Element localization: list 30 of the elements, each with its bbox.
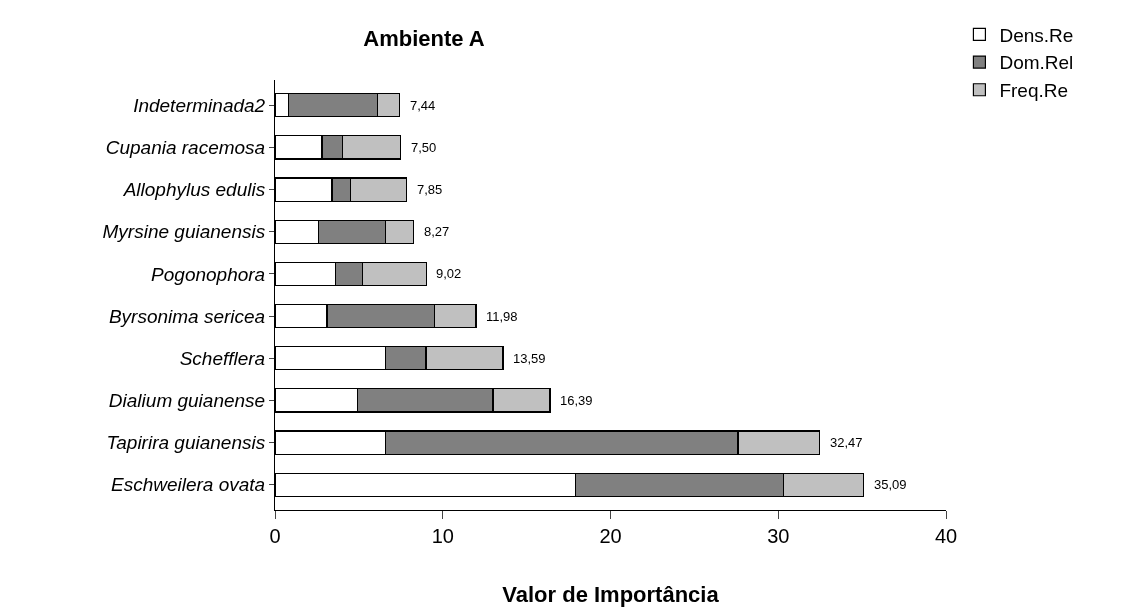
y-tick-label: Byrsonima sericea [108,305,266,327]
y-tick-label: Allophylus edulis [122,179,266,201]
total-label: 35,09 [874,477,907,492]
y-tick-label: Pogonophora [151,263,266,285]
x-tick-label: 30 [767,525,790,547]
y-tick-label: Tapirira guianensis [106,432,266,454]
legend-label: Freq.Re [999,80,1069,102]
chart-title: Ambiente A [363,26,485,52]
x-tick-label: 20 [599,525,622,547]
y-tick-label: Dialium guianense [108,390,266,412]
legend-label: Dens.Re [999,24,1074,46]
x-tick-label: 10 [431,525,454,547]
y-tick-label: Indeterminada2 [133,94,266,116]
y-tick-label: Cupania racemosa [105,137,266,159]
total-label: 32,47 [830,435,863,450]
total-label: 13,59 [513,351,546,366]
x-tick-label: 40 [934,525,958,547]
x-tick-label: 0 [269,525,281,547]
total-label: 7,44 [410,98,436,113]
legend-label: Dom.Rel [999,52,1074,74]
y-tick-label: Myrsine guianensis [102,221,266,243]
total-label: 11,98 [486,309,518,324]
total-label: 9,02 [436,266,462,281]
total-label: 7,85 [417,182,443,197]
x-axis-title: Valor de Importância [502,581,720,607]
total-label: 7,50 [411,140,437,155]
y-tick-label: Schefflera [179,347,266,369]
total-label: 8,27 [424,224,450,239]
y-tick-label: Eschweilera ovata [111,474,266,496]
total-label: 16,39 [560,393,593,408]
